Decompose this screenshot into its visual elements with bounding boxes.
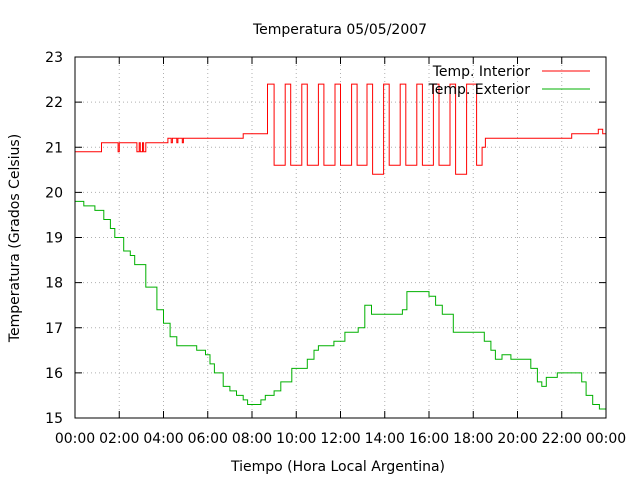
x-tick-label: 12:00 [320, 431, 360, 447]
x-tick-label: 06:00 [188, 431, 228, 447]
x-axis-label: Tiempo (Hora Local Argentina) [230, 459, 445, 475]
y-tick-label: 16 [45, 366, 63, 382]
y-tick-label: 18 [45, 276, 63, 292]
x-tick-label: 18:00 [453, 431, 493, 447]
x-tick-label: 22:00 [542, 431, 582, 447]
series-lines [75, 83, 606, 410]
y-axis-label: Temperatura (Grados Celsius) [7, 134, 23, 343]
x-tick-label: 20:00 [497, 431, 537, 447]
y-tick-label: 20 [45, 185, 63, 201]
series-line-temp-exterior [75, 200, 606, 410]
legend-label-temp-interior: Temp. Interior [432, 64, 531, 80]
axis-ticks: 00:00 02:00 04:00 06:00 08:00 10:00 12:00 14:00… [45, 50, 626, 447]
y-tick-label: 23 [45, 50, 63, 66]
y-tick-label: 17 [45, 321, 63, 337]
x-tick-label: 08:00 [232, 431, 272, 447]
x-tick-label: 16:00 [409, 431, 449, 447]
y-tick-label: 21 [45, 140, 63, 156]
x-tick-label: 02:00 [99, 431, 139, 447]
chart-title: Temperatura 05/05/2007 [252, 22, 427, 38]
series-line-temp-interior [75, 83, 606, 175]
x-tick-label: 04:00 [143, 431, 183, 447]
y-tick-label: 22 [45, 95, 63, 111]
legend-label-temp-exterior: Temp. Exterior [428, 82, 531, 98]
y-tick-label: 19 [45, 231, 63, 247]
x-tick-label: 00:00 [55, 431, 95, 447]
x-tick-label: 14:00 [365, 431, 405, 447]
x-tick-label: 00:00 [586, 431, 626, 447]
y-tick-label: 15 [45, 411, 63, 427]
x-tick-label: 10:00 [276, 431, 316, 447]
legend: Temp. Interior Temp. Exterior [428, 64, 590, 98]
